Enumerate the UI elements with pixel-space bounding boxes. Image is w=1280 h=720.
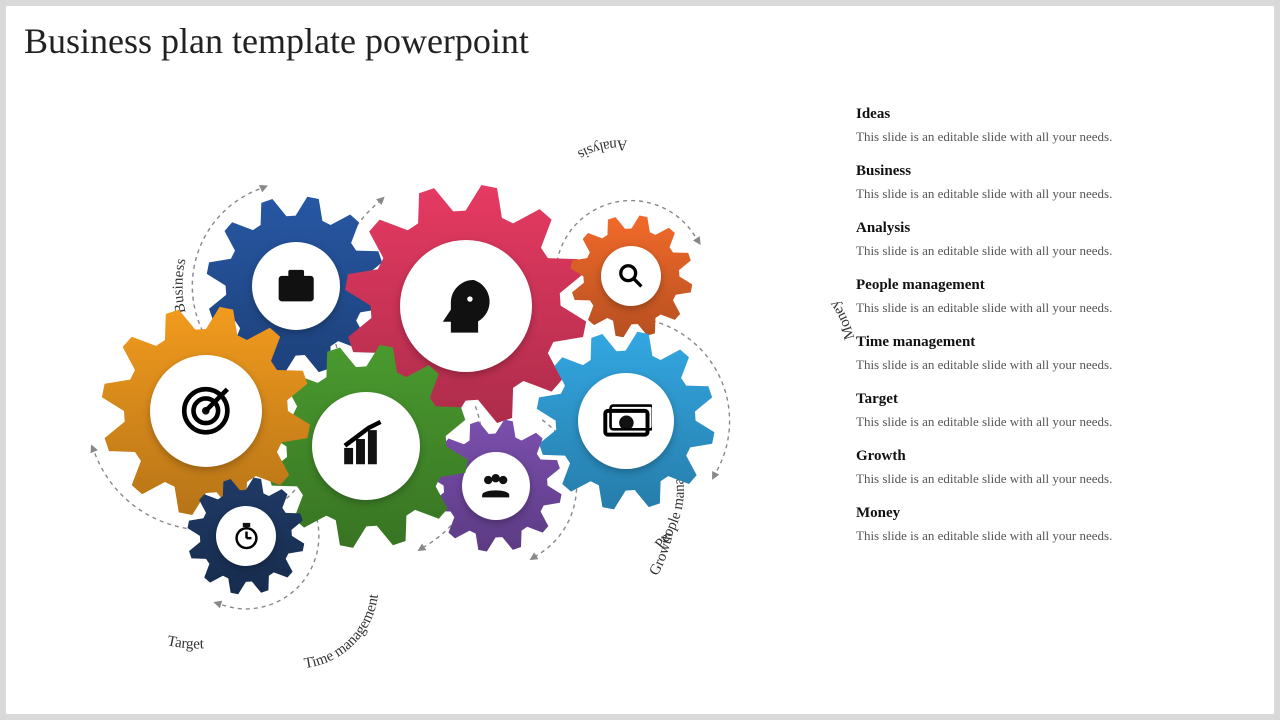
chart-icon	[336, 416, 395, 475]
people-icon	[477, 467, 514, 504]
target-icon	[175, 380, 237, 442]
gear-hub-target	[150, 355, 262, 467]
gear-label-growth: Growth	[646, 531, 676, 579]
list-item-desc: This slide is an editable slide with all…	[856, 528, 1236, 544]
list-item: Time management This slide is an editable…	[856, 334, 1236, 373]
list-item: Target This slide is an editable slide wi…	[856, 391, 1236, 430]
list-item-heading: Analysis	[856, 220, 1236, 237]
list-item-heading: Business	[856, 163, 1236, 180]
gear-canvas: BusinessIdeasAnalysisMoneyPeople managem…	[66, 106, 826, 646]
gear-hub-people	[462, 452, 530, 520]
list-item-heading: Growth	[856, 448, 1236, 465]
list-item: Business This slide is an editable slide …	[856, 163, 1236, 202]
clock-icon	[230, 520, 263, 553]
gear-hub-time	[216, 506, 276, 566]
list-item-desc: This slide is an editable slide with all…	[856, 186, 1236, 202]
list-item: Analysis This slide is an editable slide …	[856, 220, 1236, 259]
gear-label-time: Time management	[303, 592, 382, 672]
list-item-desc: This slide is an editable slide with all…	[856, 129, 1236, 145]
gear-hub-money	[578, 373, 674, 469]
list-item: People management This slide is an editab…	[856, 277, 1236, 316]
money-icon	[600, 395, 653, 448]
list-item-heading: Target	[856, 391, 1236, 408]
list-item-desc: This slide is an editable slide with all…	[856, 300, 1236, 316]
list-item-heading: Money	[856, 505, 1236, 522]
gear-label-target: Target	[166, 633, 205, 652]
list-item-heading: Ideas	[856, 106, 1236, 123]
page-title: Business plan template powerpoint	[24, 20, 529, 62]
text-list: Ideas This slide is an editable slide wit…	[856, 106, 1236, 562]
search-icon	[615, 260, 648, 293]
gear-label-analysis: Analysis	[575, 136, 628, 162]
list-item: Ideas This slide is an editable slide wit…	[856, 106, 1236, 145]
outer-frame: Business plan template powerpoint Ideas T…	[0, 0, 1280, 720]
list-item: Growth This slide is an editable slide wi…	[856, 448, 1236, 487]
list-item-heading: Time management	[856, 334, 1236, 351]
list-item-desc: This slide is an editable slide with all…	[856, 243, 1236, 259]
list-item-heading: People management	[856, 277, 1236, 294]
list-item-desc: This slide is an editable slide with all…	[856, 414, 1236, 430]
gear-label-money: Money	[826, 297, 858, 342]
gear-hub-growth	[312, 392, 420, 500]
slide: Business plan template powerpoint Ideas T…	[6, 6, 1274, 714]
list-item: Money This slide is an editable slide wit…	[856, 505, 1236, 544]
head-icon	[430, 270, 503, 343]
briefcase-icon	[272, 262, 320, 310]
gear-hub-analysis	[601, 246, 661, 306]
list-item-desc: This slide is an editable slide with all…	[856, 357, 1236, 373]
list-item-desc: This slide is an editable slide with all…	[856, 471, 1236, 487]
